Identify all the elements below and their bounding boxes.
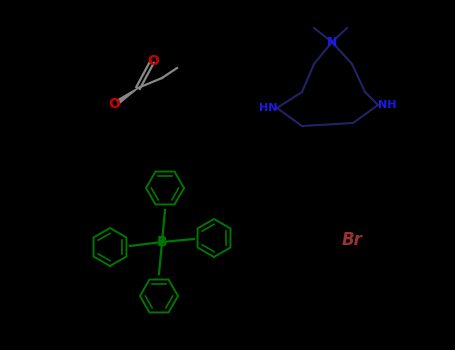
Text: O: O: [108, 97, 120, 111]
Polygon shape: [117, 88, 138, 104]
Text: N: N: [327, 35, 337, 49]
Text: HN: HN: [258, 103, 277, 113]
Text: NH: NH: [378, 100, 396, 110]
Text: B: B: [157, 235, 167, 249]
Text: O: O: [147, 54, 159, 68]
Text: Br: Br: [342, 231, 363, 249]
